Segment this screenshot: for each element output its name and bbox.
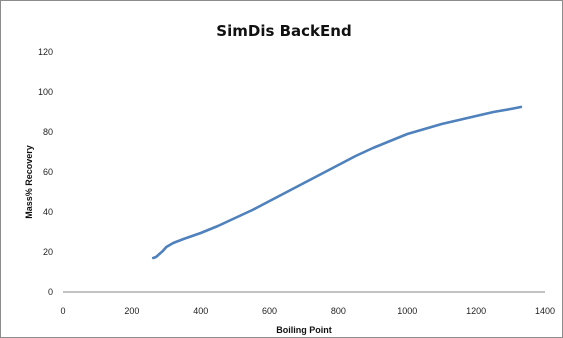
y-tick-label: 0 [48,287,53,297]
y-tick-label: 40 [43,207,53,217]
chart-title: SimDis BackEnd [216,22,351,40]
x-tick-label: 1000 [397,306,417,316]
x-tick-label: 0 [60,306,65,316]
x-tick-label: 1200 [466,306,486,316]
y-tick-label: 120 [38,47,53,57]
x-axis-label: Boiling Point [276,325,332,335]
x-tick-label: 600 [262,306,277,316]
y-tick-label: 100 [38,87,53,97]
y-tick-label: 20 [43,247,53,257]
x-tick-label: 200 [124,306,139,316]
x-axis-ticks: 0 200 400 600 800 1000 1200 1400 [60,306,555,316]
y-axis-ticks: 0 20 40 60 80 100 120 [38,47,53,297]
x-tick-label: 800 [331,306,346,316]
series-line-mass-recovery [151,105,523,260]
x-tick-label: 400 [193,306,208,316]
y-axis-label: Mass% Recovery [24,145,34,219]
y-tick-label: 60 [43,167,53,177]
x-tick-label: 1400 [535,306,555,316]
y-tick-label: 80 [43,127,53,137]
